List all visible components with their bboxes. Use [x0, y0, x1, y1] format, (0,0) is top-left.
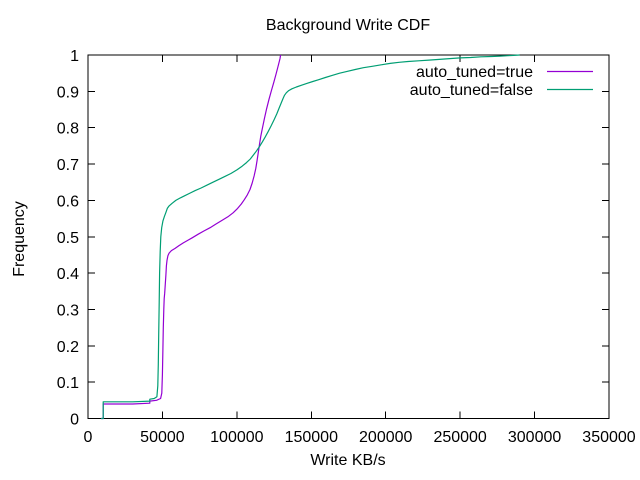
x-axis-label: Write KB/s [310, 452, 385, 469]
y-tick-label: 0.3 [57, 302, 79, 319]
x-tick-label: 350000 [582, 429, 635, 446]
axis-ticks [87, 54, 610, 419]
y-tick-label: 0.4 [57, 266, 79, 283]
series-line-0 [101, 54, 282, 420]
series-line-1 [101, 54, 520, 420]
x-tick-label: 300000 [508, 429, 561, 446]
plot-border [87, 54, 610, 419]
legend-label-auto-tuned-false: auto_tuned=false [410, 82, 533, 99]
y-tick-label: 0.9 [57, 84, 79, 101]
x-tick-label: 100000 [210, 429, 263, 446]
axis-tick-labels: 0 50000 100000 150000 200000 250000 300000 3500… [57, 48, 636, 446]
y-tick-label: 0.2 [57, 339, 79, 356]
legend: auto_tuned=true auto_tuned=false [410, 64, 593, 99]
y-tick-label: 0 [70, 412, 79, 429]
y-tick-label: 0.6 [57, 193, 79, 210]
x-tick-label: 0 [84, 429, 93, 446]
y-tick-label: 0.1 [57, 375, 79, 392]
y-tick-label: 0.5 [57, 230, 79, 247]
x-tick-label: 200000 [359, 429, 412, 446]
chart-title: Background Write CDF [266, 17, 430, 34]
y-axis-label: Frequency [11, 201, 28, 277]
x-tick-label: 150000 [285, 429, 338, 446]
x-tick-label: 50000 [140, 429, 185, 446]
x-tick-label: 250000 [433, 429, 486, 446]
y-tick-label: 0.7 [57, 157, 79, 174]
y-tick-label: 1 [70, 48, 79, 65]
series-curves [101, 54, 520, 420]
legend-label-auto-tuned-true: auto_tuned=true [416, 64, 533, 81]
y-tick-label: 0.8 [57, 121, 79, 138]
